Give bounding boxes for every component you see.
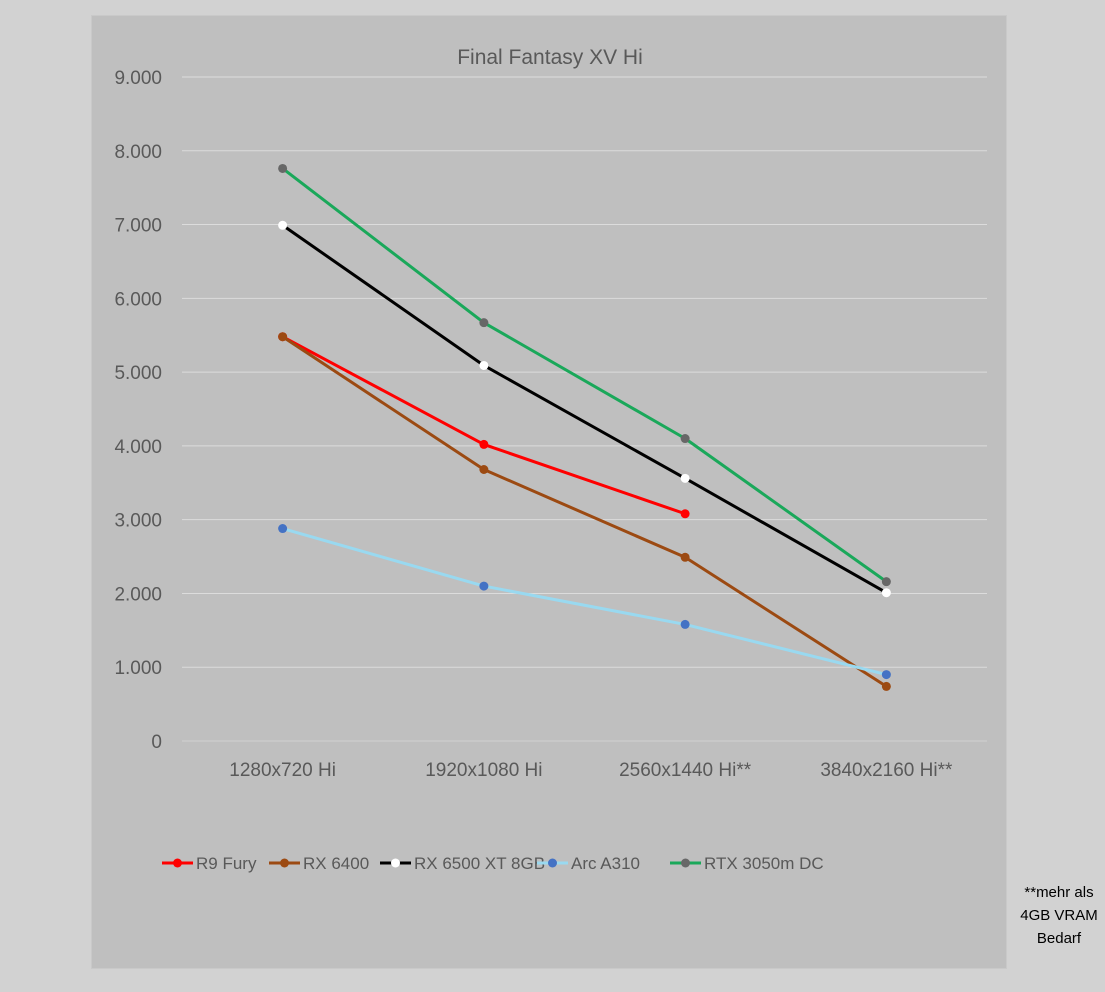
series-line-rx-6500-xt-8gb [281, 224, 888, 595]
legend-label: Arc A310 [571, 854, 640, 873]
chart-title: Final Fantasy XV Hi [457, 46, 643, 69]
chart-area: Final Fantasy XV Hi 0 1.000 2.000 3.000 4.00… [91, 15, 1007, 969]
data-point [680, 509, 690, 519]
y-tick-label: 4.000 [114, 437, 162, 458]
data-point [680, 552, 690, 562]
legend-label: R9 Fury [196, 854, 257, 873]
data-point [680, 434, 690, 444]
y-tick-label: 1.000 [114, 658, 162, 679]
data-point [278, 220, 288, 230]
legend-swatch-marker [280, 858, 289, 868]
y-tick-label: 6.000 [114, 289, 162, 310]
series-line-rtx-3050m-dc [281, 167, 888, 583]
footnote-line-3: Bedarf [1036, 930, 1082, 947]
data-point [479, 439, 489, 449]
footnote-line-2: 4GB VRAM [1020, 907, 1098, 924]
data-point [680, 619, 690, 629]
footnote: **mehr als 4GB VRAM Bedarf [1010, 881, 1105, 950]
legend-swatch-marker [173, 858, 182, 868]
y-tick-label: 0 [151, 732, 162, 753]
y-tick-label: 2.000 [114, 584, 162, 605]
legend-swatch-marker [681, 858, 690, 868]
legend-label: RX 6500 XT 8GB [414, 854, 545, 873]
data-point [881, 681, 891, 691]
data-point [278, 332, 288, 342]
y-tick-label: 9.000 [114, 68, 162, 89]
y-tick-label: 7.000 [114, 216, 162, 237]
data-point [881, 588, 891, 598]
x-tick-label: 1280x720 Hi [229, 760, 336, 781]
footnote-line-1: **mehr als [1024, 884, 1094, 901]
data-point [278, 163, 288, 173]
data-point [881, 577, 891, 587]
y-tick-label: 5.000 [114, 363, 162, 384]
series-line-rx-6400 [281, 335, 888, 688]
data-point [881, 670, 891, 680]
legend-swatch-marker [391, 858, 400, 868]
x-tick-label: 2560x1440 Hi** [619, 760, 752, 781]
data-point [479, 464, 489, 474]
legend-swatch-marker [548, 858, 557, 868]
y-tick-label: 3.000 [114, 511, 162, 532]
y-tick-label: 8.000 [114, 142, 162, 163]
data-point [278, 524, 288, 534]
data-point [680, 473, 690, 483]
x-tick-label: 3840x2160 Hi** [820, 760, 953, 781]
data-point [479, 360, 489, 370]
data-point [479, 581, 489, 591]
legend-label: RTX 3050m DC [704, 854, 824, 873]
legend-label: RX 6400 [303, 854, 369, 873]
series-line-arc-a310 [282, 527, 887, 677]
x-tick-label: 1920x1080 Hi [425, 760, 542, 781]
line-chart: 0 1.000 2.000 3.000 4.000 5.000 6.000 7.000 8.00… [114, 68, 987, 873]
data-point [479, 318, 489, 328]
